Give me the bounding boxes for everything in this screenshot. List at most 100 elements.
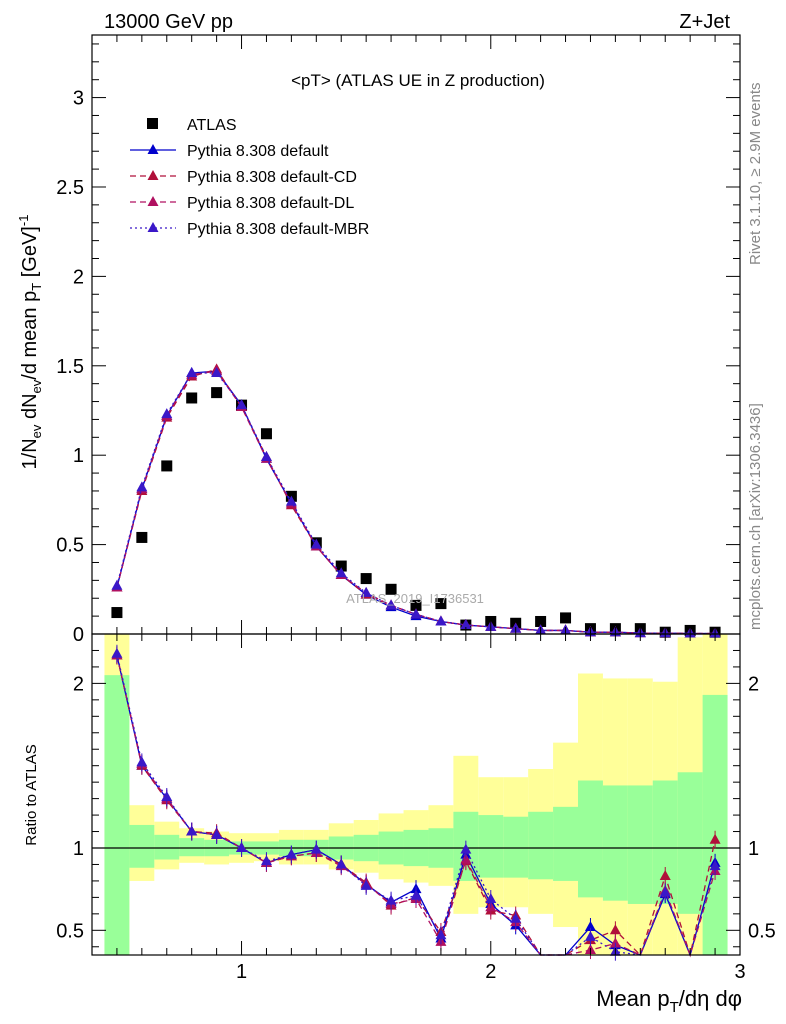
legend-marker [147, 196, 159, 206]
ratio-band-inner [503, 816, 529, 878]
legend-label: ATLAS [187, 117, 237, 134]
atlas-data-point [360, 573, 372, 585]
ratio-series-marker [410, 889, 422, 900]
main-series-marker [186, 366, 198, 377]
ratio-series-marker [659, 869, 671, 880]
main-y-tick-label: 3 [73, 88, 84, 110]
ratio-series-marker [460, 843, 472, 854]
ratio-y-tick-label-right: 2 [748, 673, 759, 695]
analysis-watermark: ATLAS_2019_I1736531 [346, 591, 484, 606]
legend-label: Pythia 8.308 default-CD [187, 169, 357, 186]
x-tick-label: 1 [236, 961, 247, 983]
x-tick-label: 2 [485, 961, 496, 983]
plot-title: <pT> (ATLAS UE in Z production) [291, 71, 545, 90]
ratio-series-marker [510, 912, 522, 923]
ratio-y-tick-label: 0.5 [56, 920, 84, 942]
main-series-marker [111, 579, 123, 590]
atlas-data-point [186, 392, 198, 404]
ratio-series-marker [161, 790, 173, 801]
legend-marker-atlas [147, 118, 158, 129]
main-series-marker [310, 538, 322, 549]
frame-mask-left [0, 0, 92, 1024]
legend-marker [147, 170, 159, 180]
ratio-series-marker [260, 855, 272, 866]
atlas-data-point [385, 583, 397, 595]
ratio-series-marker [659, 886, 671, 897]
main-y-tick-label: 2 [73, 266, 84, 288]
ratio-band-inner [602, 785, 628, 901]
main-series-marker [410, 608, 422, 619]
atlas-data-point [435, 598, 447, 610]
ratio-series-marker [310, 843, 322, 854]
ratio-y-tick-label: 1 [73, 838, 84, 860]
ratio-band-inner [627, 785, 653, 904]
ratio-series-marker [111, 647, 123, 658]
atlas-data-point [535, 615, 547, 627]
main-series-marker [360, 586, 372, 597]
atlas-data-point [136, 531, 148, 543]
legend-label: Pythia 8.308 default-MBR [187, 221, 369, 238]
ratio-series-marker [285, 848, 297, 859]
ratio-band-inner [478, 815, 504, 878]
ratio-series-marker [360, 879, 372, 890]
ratio-band-inner [104, 675, 130, 955]
header-left: 13000 GeV pp [104, 11, 233, 33]
ratio-band-inner [702, 694, 728, 955]
main-y-tick-label: 0 [73, 624, 84, 646]
ratio-series-marker [609, 937, 621, 948]
ratio-y-axis-label: Ratio to ATLAS [23, 744, 40, 845]
ratio-band-inner [528, 811, 554, 880]
frame-mask-right [740, 0, 786, 1024]
ratio-series-marker [584, 930, 596, 941]
legend-marker [147, 144, 159, 154]
atlas-data-point [211, 387, 223, 399]
ratio-band-inner [154, 834, 180, 860]
main-series-marker [285, 495, 297, 506]
ratio-y-tick-label-right: 1 [748, 838, 759, 860]
ratio-series-marker [584, 921, 596, 932]
ratio-series-marker [435, 929, 447, 940]
atlas-data-point [560, 612, 572, 624]
ratio-band-inner [129, 824, 155, 868]
legend-marker [147, 222, 159, 232]
main-y-tick-label: 0.5 [56, 535, 84, 557]
ratio-series-marker [709, 860, 721, 871]
ratio-series-marker [609, 924, 621, 935]
ratio-series-marker [186, 825, 198, 836]
legend-label: Pythia 8.308 default [187, 143, 329, 160]
atlas-data-point [161, 460, 173, 472]
atlas-data-point [111, 607, 123, 619]
x-tick-label: 3 [734, 961, 745, 983]
ratio-series-marker [236, 842, 248, 852]
ratio-y-tick-label: 2 [73, 673, 84, 695]
main-y-tick-label: 1 [73, 445, 84, 467]
atlas-data-point [410, 599, 422, 611]
ratio-band-inner [553, 806, 578, 881]
mcplots-label: mcplots.cern.ch [arXiv:1306.3436] [747, 403, 764, 630]
main-series-marker [161, 408, 173, 419]
main-series-marker [211, 366, 223, 377]
ratio-series-marker [136, 756, 148, 767]
main-series-marker [136, 481, 148, 492]
header-right: Z+Jet [679, 11, 730, 33]
main-series-marker [236, 399, 248, 410]
ratio-y-tick-label-right: 0.5 [748, 920, 776, 942]
ratio-band-inner [578, 780, 603, 898]
main-series-marker [435, 615, 447, 626]
ratio-series-marker [211, 828, 223, 839]
ratio-band-inner [677, 772, 703, 914]
series-layer [111, 363, 721, 961]
atlas-data-point [260, 428, 272, 440]
ratio-series-marker [709, 833, 721, 844]
rivet-version-label: Rivet 3.1.10, ≥ 2.9M events [747, 83, 764, 266]
main-series-marker [460, 619, 472, 630]
main-y-tick-label: 1.5 [56, 356, 84, 378]
ratio-series-marker [385, 894, 397, 905]
ratio-band-layer [92, 634, 740, 955]
main-y-tick-label: 2.5 [56, 177, 84, 199]
ratio-series-marker [485, 893, 497, 904]
ratio-band-inner [179, 838, 205, 857]
